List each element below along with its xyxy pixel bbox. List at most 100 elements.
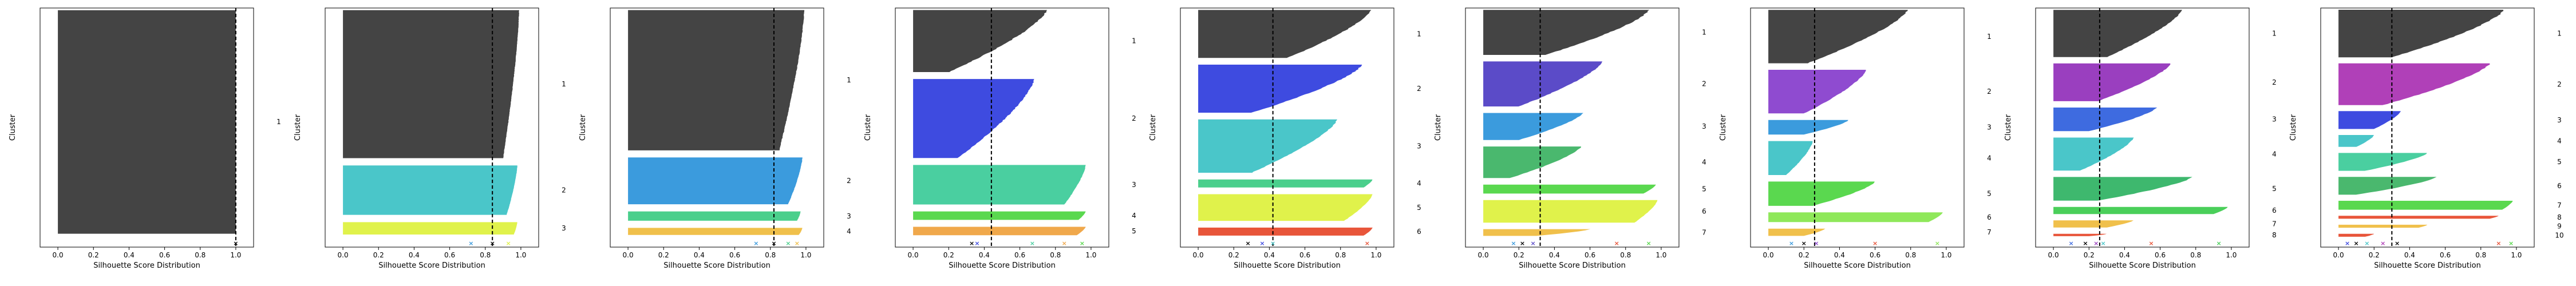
x-tick-label: 0.8 [1050, 251, 1061, 259]
y-axis-label: Cluster [1434, 114, 1443, 141]
x-tick-label: 0.0 [53, 251, 64, 259]
center-marker: × [2093, 240, 2099, 247]
y-axis-label: Cluster [1149, 114, 1157, 141]
chart-panel-6: 1 2 3 4 5 6 7 × × × × × 0.0 0.2 0.4 0.6 0.8 1.0 Silhouette… [1434, 7, 1706, 270]
chart-panel-7: 1 2 3 4 5 6 7 × × × × × 0.0 0.2 0.4 0.6 0.8 1.0 Silhouette… [1719, 7, 1992, 270]
cluster-label: 8 [2557, 213, 2562, 221]
center-marker: × [1801, 240, 1807, 247]
axes-frame [1465, 7, 1680, 248]
x-tick-label: 0.6 [2155, 251, 2166, 259]
center-marker: × [2395, 240, 2400, 247]
x-tick-label: 1.0 [230, 251, 241, 259]
cluster-label: 6 [2557, 182, 2562, 190]
silhouette-cluster-2 [2053, 63, 2171, 101]
axes-frame [325, 7, 539, 248]
center-marker: × [2345, 240, 2350, 247]
x-tick-label: 0.2 [658, 251, 669, 259]
silhouette-cluster-10 [2338, 233, 2374, 237]
x-tick-label: 0.6 [729, 251, 740, 259]
cluster-label: 5 [2557, 158, 2562, 166]
x-tick-label: 1.0 [2511, 251, 2522, 259]
center-marker: × [795, 240, 800, 247]
cluster-label: 10 [2555, 231, 2563, 239]
cluster-label: 2 [2272, 78, 2277, 86]
center-marker: × [2148, 240, 2154, 247]
silhouette-cluster-5 [913, 227, 1086, 236]
x-tick-label: 0.6 [1299, 251, 1310, 259]
center-marker: × [974, 240, 979, 247]
center-marker: × [2083, 240, 2088, 247]
y-axis-label: Cluster [579, 114, 587, 141]
center-marker: × [753, 240, 758, 247]
x-tick-label: 0.4 [979, 251, 990, 259]
silhouette-cluster-2 [2338, 63, 2490, 105]
chart-panel-2: 1 2 3 × × × 0.0 0.2 0.4 0.6 0.8 1.0 Silhouette Score… [294, 7, 566, 270]
cluster-label: 3 [847, 212, 851, 220]
silhouette-cluster-5 [1768, 181, 1875, 206]
silhouette-cluster-9 [2338, 224, 2428, 228]
silhouette-cluster-8 [2338, 216, 2499, 219]
center-marker: × [1246, 240, 1251, 247]
cluster-label: 4 [1417, 180, 1421, 188]
silhouette-cluster-1 [2053, 10, 2182, 57]
silhouette-cluster-3 [1198, 119, 1337, 173]
center-marker: × [2354, 240, 2359, 247]
silhouette-cluster-2 [343, 165, 517, 215]
x-tick-label: 0.6 [2440, 251, 2451, 259]
cluster-label: 4 [847, 228, 851, 236]
silhouette-cluster-1 [343, 10, 519, 158]
silhouette-cluster-1 [1483, 10, 1650, 55]
x-tick-label: 0.6 [1585, 251, 1595, 259]
y-axis-label: Cluster [2289, 114, 2298, 141]
cluster-label: 1 [1132, 37, 1136, 45]
x-tick-label: 0.8 [195, 251, 206, 259]
y-axis-label: Cluster [9, 114, 17, 141]
x-tick-label: 0.4 [2404, 251, 2415, 259]
silhouette-cluster-2 [1198, 65, 1362, 113]
axes-frame [39, 7, 254, 248]
center-marker: × [1270, 240, 1275, 247]
silhouette-cluster-1 [2338, 10, 2504, 58]
axes-frame [895, 7, 1109, 248]
center-marker: × [1872, 240, 1878, 247]
cluster-label: 6 [2272, 206, 2277, 214]
cluster-label: 6 [1417, 228, 1421, 236]
silhouette-cluster-2 [913, 79, 1034, 158]
x-tick-label: 0.2 [943, 251, 954, 259]
x-axis-label: Silhouette Score Distribution [1519, 261, 1626, 270]
x-tick-label: 0.2 [1799, 251, 1809, 259]
x-tick-label: 0.0 [908, 251, 919, 259]
cluster-label: 2 [1417, 85, 1421, 93]
silhouette-cluster-4 [2053, 137, 2134, 171]
silhouette-cluster-3 [343, 222, 517, 235]
silhouette-cluster-3 [628, 211, 801, 221]
silhouette-cluster-5 [2053, 177, 2192, 201]
center-marker: × [785, 240, 791, 247]
axes-frame [1180, 7, 1394, 248]
cluster-label: 3 [2272, 116, 2277, 124]
silhouette-cluster-8 [2053, 233, 2107, 236]
center-marker: × [2217, 240, 2222, 247]
silhouette-cluster-4 [628, 228, 803, 235]
x-tick-label: 0.2 [1228, 251, 1239, 259]
center-marker: × [1520, 240, 1525, 247]
center-marker: × [1080, 240, 1085, 247]
cluster-label: 3 [1702, 122, 1706, 130]
center-marker: × [1365, 240, 1370, 247]
center-marker: × [233, 240, 238, 247]
cluster-label: 4 [2557, 137, 2562, 145]
silhouette-cluster-6 [2338, 177, 2437, 195]
x-tick-label: 0.0 [1193, 251, 1204, 259]
silhouette-cluster-2 [628, 157, 803, 205]
cluster-label: 6 [1987, 213, 1992, 221]
center-marker: × [2364, 240, 2369, 247]
cluster-label: 4 [1132, 212, 1136, 220]
axes-frame [2035, 7, 2250, 248]
center-marker: × [771, 240, 776, 247]
silhouette-cluster-6 [1483, 200, 1658, 223]
silhouette-cluster-4 [913, 211, 1086, 220]
cluster-label: 1 [276, 118, 281, 126]
